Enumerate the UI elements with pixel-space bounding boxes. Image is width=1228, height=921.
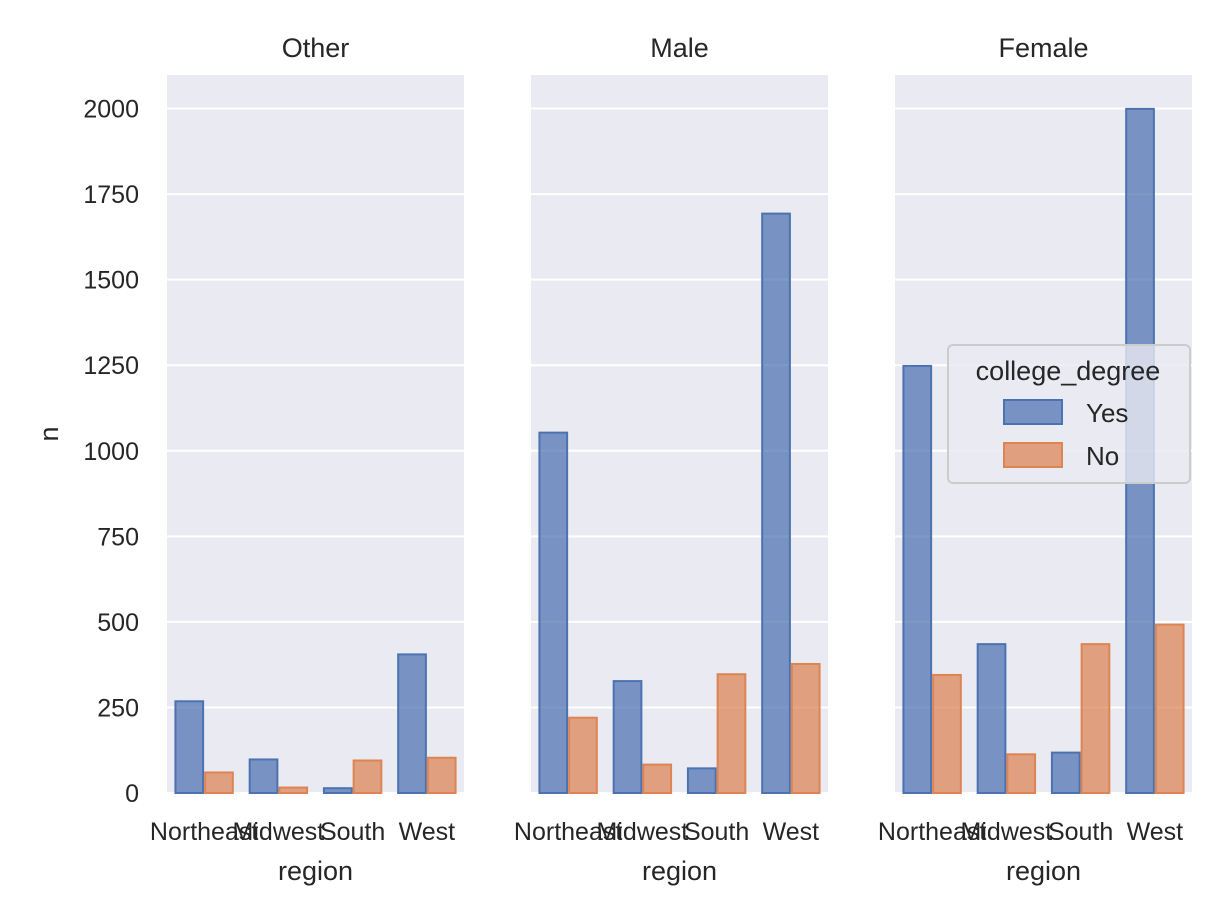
y-tick-label: 500	[97, 609, 139, 637]
y-axis-ticks: 0 250 500 750 1000 1250 1500 1750 2000	[83, 96, 139, 808]
bar-male-south-yes	[686, 767, 717, 794]
x-tick-label: Northeast	[514, 818, 622, 846]
bar-male-west-yes	[761, 212, 791, 794]
facet-title: Male	[650, 33, 709, 63]
bar-male-midwest-no	[642, 763, 673, 794]
x-tick-label: South	[320, 818, 385, 846]
bar-other-northeast-no	[204, 771, 234, 795]
y-tick-label: 0	[125, 780, 139, 808]
bar-male-northeast-yes	[538, 431, 569, 794]
x-axis-label: region	[278, 856, 353, 886]
legend: college_degree Yes No	[947, 344, 1191, 484]
bar-female-south-yes	[1050, 751, 1081, 794]
x-tick-label: Northeast	[150, 818, 258, 846]
x-tick-label: West	[399, 818, 456, 846]
legend-label-no: No	[1086, 441, 1119, 471]
bar-other-west-yes	[397, 653, 427, 794]
y-tick-label: 1500	[83, 267, 139, 295]
bar-female-northeast-no	[932, 673, 962, 795]
bar-female-northeast-yes	[902, 364, 933, 794]
facet-title: Other	[282, 33, 350, 63]
bar-male-west-no	[790, 662, 821, 794]
y-tick-label: 750	[97, 523, 139, 551]
y-tick-label: 2000	[83, 96, 139, 124]
x-tick-label: Midwest	[597, 818, 689, 846]
bar-female-south-no	[1080, 643, 1111, 794]
bar-male-midwest-yes	[612, 680, 643, 795]
x-tick-label: Northeast	[878, 818, 986, 846]
bar-other-west-no	[426, 756, 457, 795]
bar-other-midwest-no	[278, 786, 309, 794]
legend-swatch-yes	[1003, 399, 1063, 425]
legend-swatch-no	[1003, 442, 1063, 468]
x-tick-label: Midwest	[233, 818, 325, 846]
x-tick-label: Midwest	[961, 818, 1053, 846]
y-tick-label: 1250	[83, 352, 139, 380]
x-axis-label: region	[1006, 856, 1081, 886]
bar-male-northeast-no	[568, 716, 598, 794]
y-axis-label: n	[34, 426, 64, 441]
bar-other-midwest-yes	[248, 758, 279, 794]
y-tick-label: 1000	[83, 438, 139, 466]
x-tick-label: West	[1127, 818, 1184, 846]
bar-other-south-yes	[322, 787, 353, 794]
bar-other-northeast-yes	[174, 700, 205, 794]
bar-female-midwest-yes	[976, 643, 1007, 794]
x-axis-label: region	[642, 856, 717, 886]
bar-female-midwest-no	[1006, 753, 1037, 795]
y-tick-label: 250	[97, 694, 139, 722]
x-tick-label: South	[684, 818, 749, 846]
bar-female-west-no	[1154, 623, 1185, 794]
x-tick-label: West	[763, 818, 820, 846]
y-tick-label: 1750	[83, 181, 139, 209]
facet-title: Female	[998, 33, 1088, 63]
bar-other-south-no	[352, 759, 383, 795]
legend-label-yes: Yes	[1086, 398, 1128, 428]
legend-title: college_degree	[976, 356, 1161, 386]
bar-male-south-no	[716, 673, 747, 795]
x-tick-label: South	[1048, 818, 1113, 846]
